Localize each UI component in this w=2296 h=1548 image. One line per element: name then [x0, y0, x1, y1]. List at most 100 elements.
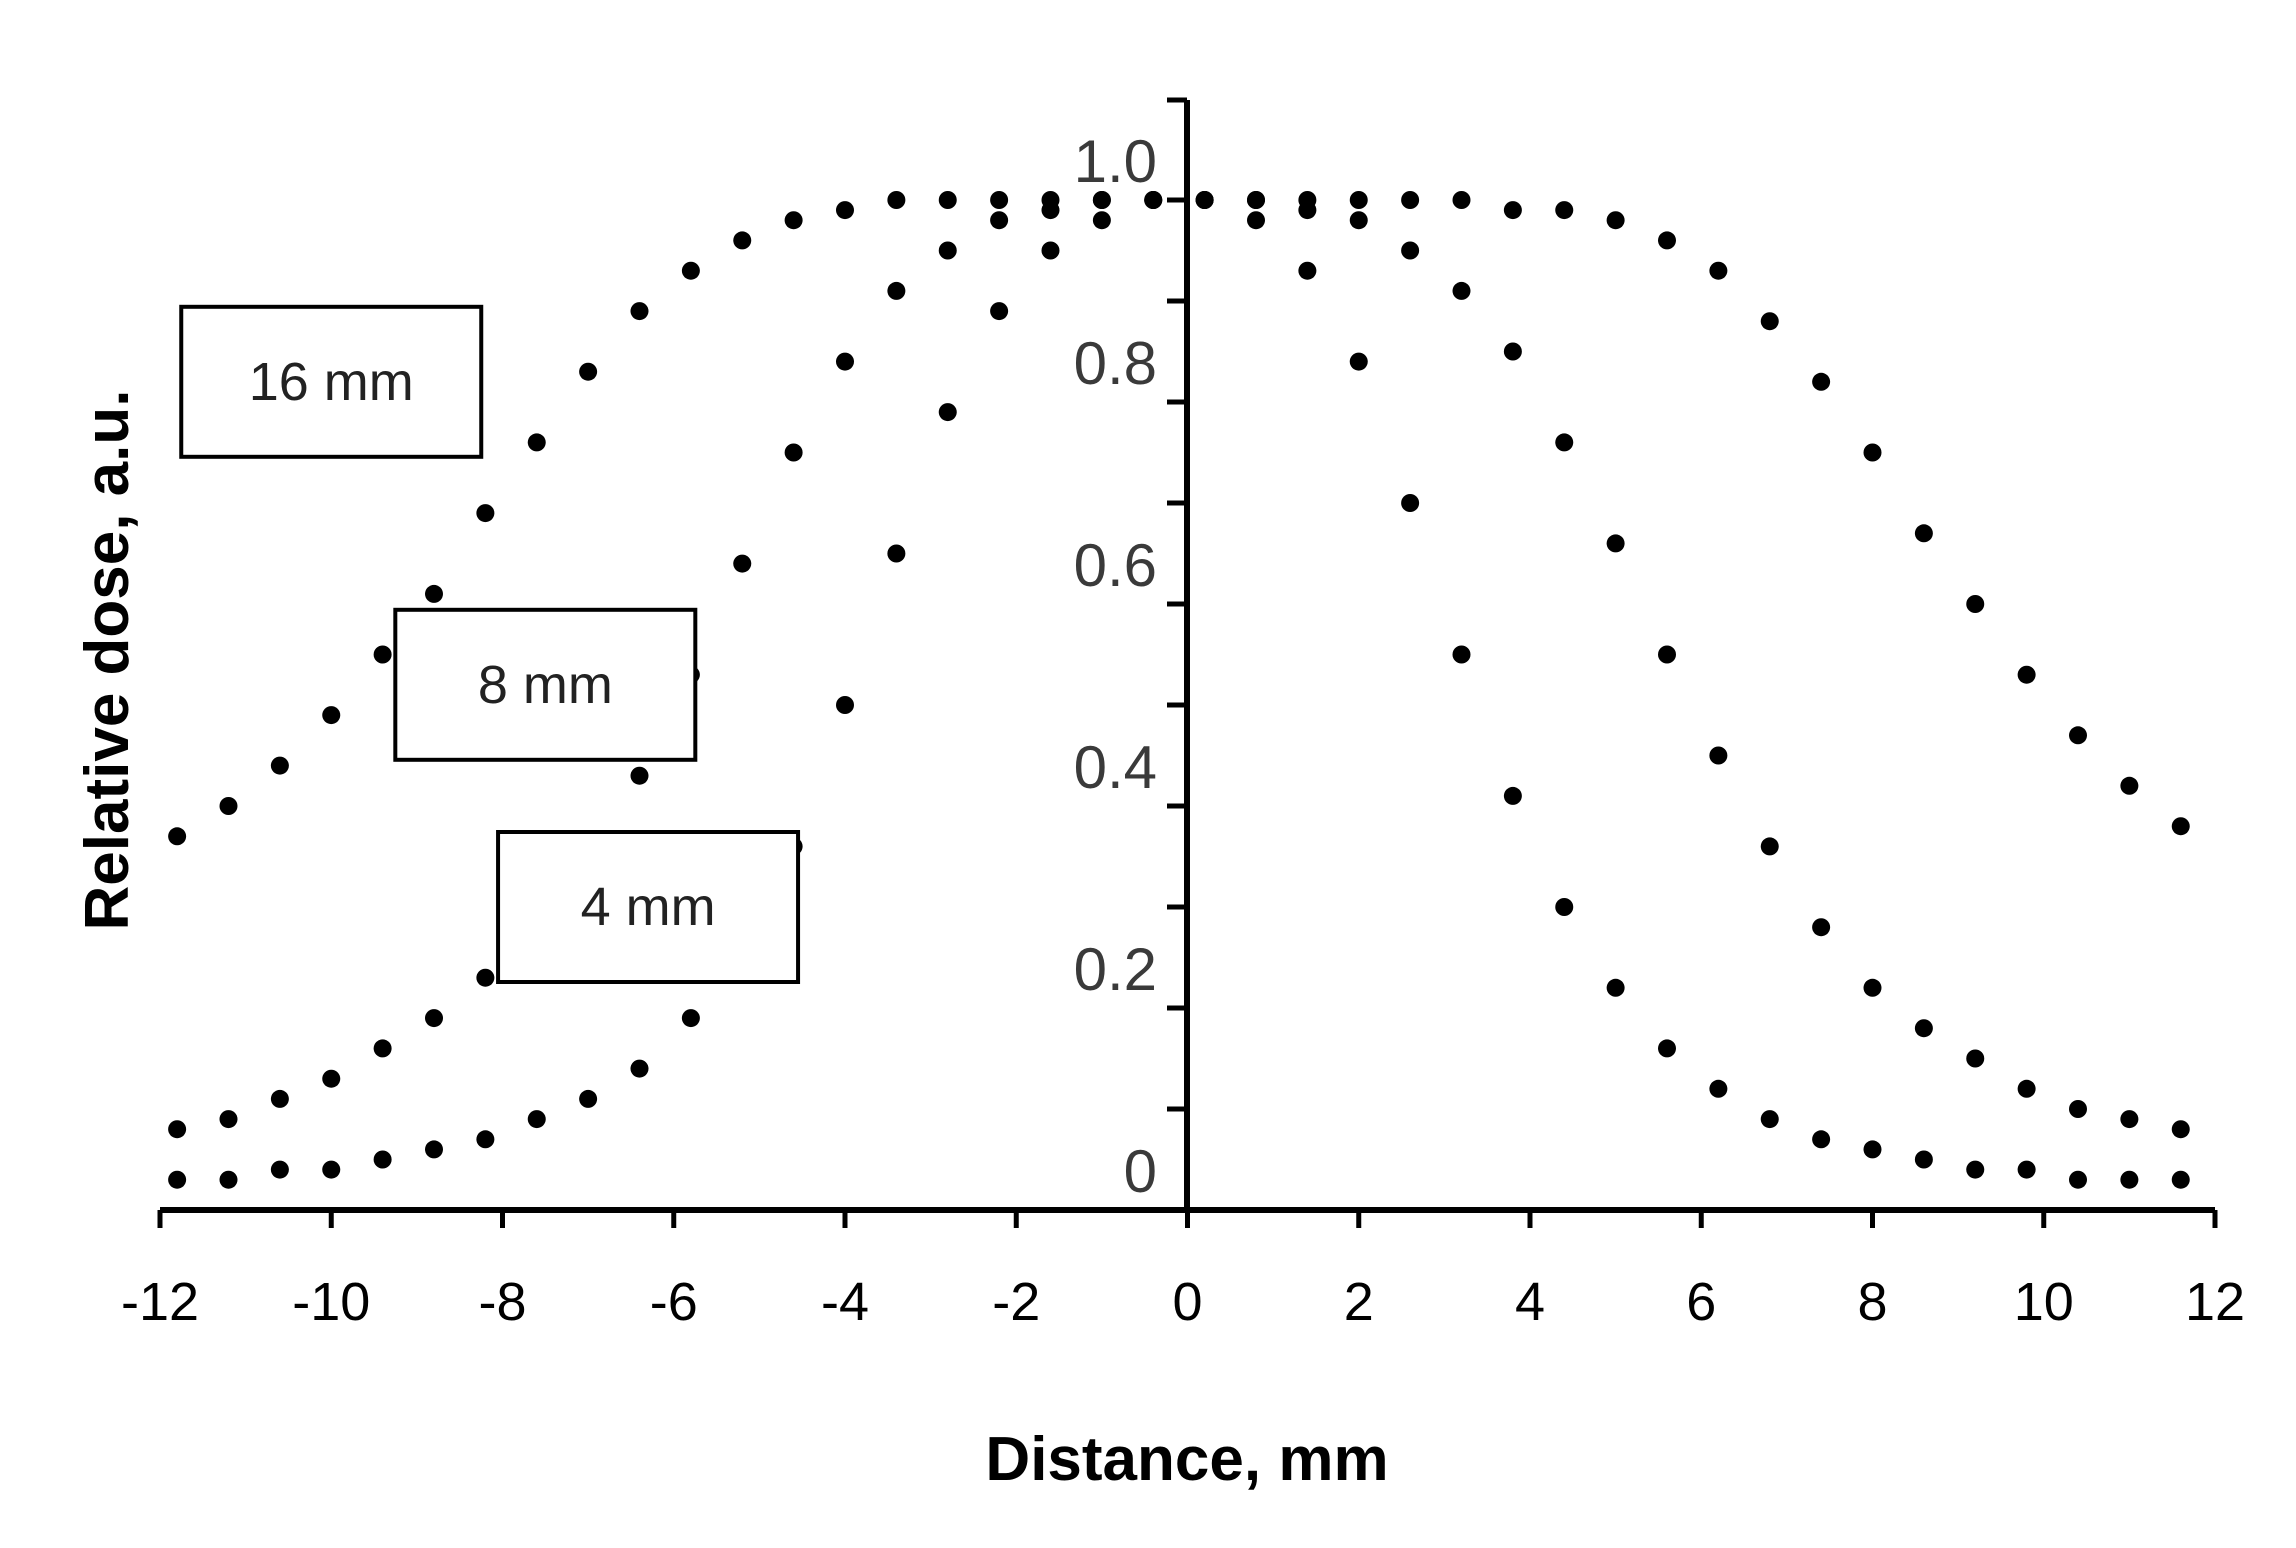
y-axis-title: Relative dose, a.u.: [73, 390, 142, 931]
data-point: [1555, 201, 1574, 220]
data-point: [836, 696, 854, 714]
data-point: [425, 1140, 443, 1159]
data-point: [630, 1059, 649, 1078]
x-axis-title: Distance, mm: [985, 1425, 1388, 1494]
x-tick-label: 6: [1686, 1272, 1716, 1332]
x-tick-label: -12: [121, 1272, 199, 1332]
data-point: [1092, 191, 1111, 209]
data-point: [1298, 261, 1317, 280]
data-point: [1349, 211, 1368, 230]
data-point: [2069, 1100, 2087, 1118]
data-point: [1658, 645, 1676, 664]
x-tick-label: -2: [992, 1272, 1040, 1332]
data-point: [168, 827, 187, 846]
data-point: [1709, 746, 1728, 765]
data-point: [1658, 231, 1676, 250]
data-point: [527, 1110, 546, 1129]
data-point: [168, 1120, 187, 1139]
data-point: [1914, 1150, 1933, 1169]
data-point: [681, 1009, 700, 1028]
data-point: [1401, 494, 1420, 512]
data-point: [476, 504, 495, 523]
label-box: [179, 304, 484, 459]
data-point: [2069, 1170, 2087, 1189]
x-tick-label: -8: [478, 1272, 526, 1332]
data-point: [2120, 1110, 2139, 1129]
data-point: [1503, 201, 1522, 220]
y-tick-label: 0.8: [1074, 330, 1157, 397]
data-point: [1195, 191, 1214, 209]
data-point: [1812, 1130, 1831, 1149]
data-point: [579, 362, 598, 381]
data-point: [887, 544, 906, 563]
data-point: [2017, 1079, 2036, 1098]
series-layer: [168, 191, 2190, 1189]
data-point: [836, 201, 854, 220]
y-tick-label: 0.2: [1074, 936, 1157, 1003]
data-point: [887, 191, 906, 209]
data-point: [1247, 191, 1265, 209]
data-point: [1658, 1039, 1676, 1058]
data-point: [2120, 776, 2139, 795]
data-point: [373, 1039, 392, 1058]
x-tick-label: 0: [1172, 1272, 1202, 1332]
data-point: [322, 1160, 341, 1179]
x-tick-label: 12: [2185, 1272, 2245, 1332]
data-point: [1555, 898, 1574, 916]
data-point: [990, 191, 1009, 209]
x-tick-label: 4: [1515, 1272, 1545, 1332]
data-point: [1452, 645, 1471, 664]
data-point: [1144, 191, 1163, 209]
data-point: [990, 211, 1009, 230]
data-point: [784, 443, 803, 462]
data-point: [1092, 211, 1111, 230]
data-point: [1966, 1049, 1985, 1068]
data-point: [1298, 201, 1317, 220]
data-point: [1863, 443, 1882, 462]
x-tick-label: 8: [1857, 1272, 1887, 1332]
y-tick-label: 0: [1124, 1138, 1157, 1205]
data-point: [270, 1160, 289, 1179]
y-ticks: 0 0.2 0.4 0.6 0.8 1.0: [1074, 97, 1187, 1213]
data-point: [219, 797, 238, 815]
data-point: [425, 584, 443, 603]
data-point: [322, 706, 341, 725]
data-point: [373, 1150, 392, 1169]
data-point: [887, 281, 906, 300]
data-point: [938, 191, 957, 209]
data-point: [2171, 1170, 2190, 1189]
data-point: [1247, 211, 1265, 230]
data-point: [1914, 1019, 1933, 1038]
data-point: [1760, 837, 1779, 856]
data-point: [1709, 261, 1728, 280]
data-point: [681, 261, 700, 280]
data-point: [784, 211, 803, 230]
data-point: [2120, 1170, 2139, 1189]
x-ticks: -12 -10 -8 -6 -4 -2 0 2 4 6 8 10 12: [121, 1210, 2245, 1332]
label-box-text: 4 mm: [581, 877, 716, 937]
data-point: [1349, 191, 1368, 209]
data-point: [1041, 201, 1060, 220]
x-tick-label: -6: [650, 1272, 698, 1332]
label-box-text: 8 mm: [478, 655, 613, 715]
label-box: [393, 607, 698, 762]
data-point: [476, 968, 495, 987]
data-point: [476, 1130, 495, 1149]
data-point: [1503, 342, 1522, 361]
label-box-text: 16 mm: [249, 352, 414, 412]
data-point: [1863, 978, 1882, 997]
data-point: [990, 302, 1009, 321]
data-point: [1401, 241, 1420, 260]
data-point: [1452, 281, 1471, 300]
y-tick-label: 0.6: [1074, 532, 1157, 599]
data-point: [733, 231, 752, 250]
data-point: [1555, 433, 1574, 452]
annotation-layer: 16 mm 8 mm 4 mm: [179, 304, 801, 984]
data-point: [527, 433, 546, 452]
data-point: [1606, 978, 1625, 997]
data-point: [630, 302, 649, 321]
x-tick-label: -10: [292, 1272, 370, 1332]
data-point: [1812, 372, 1831, 391]
data-point: [1709, 1079, 1728, 1098]
